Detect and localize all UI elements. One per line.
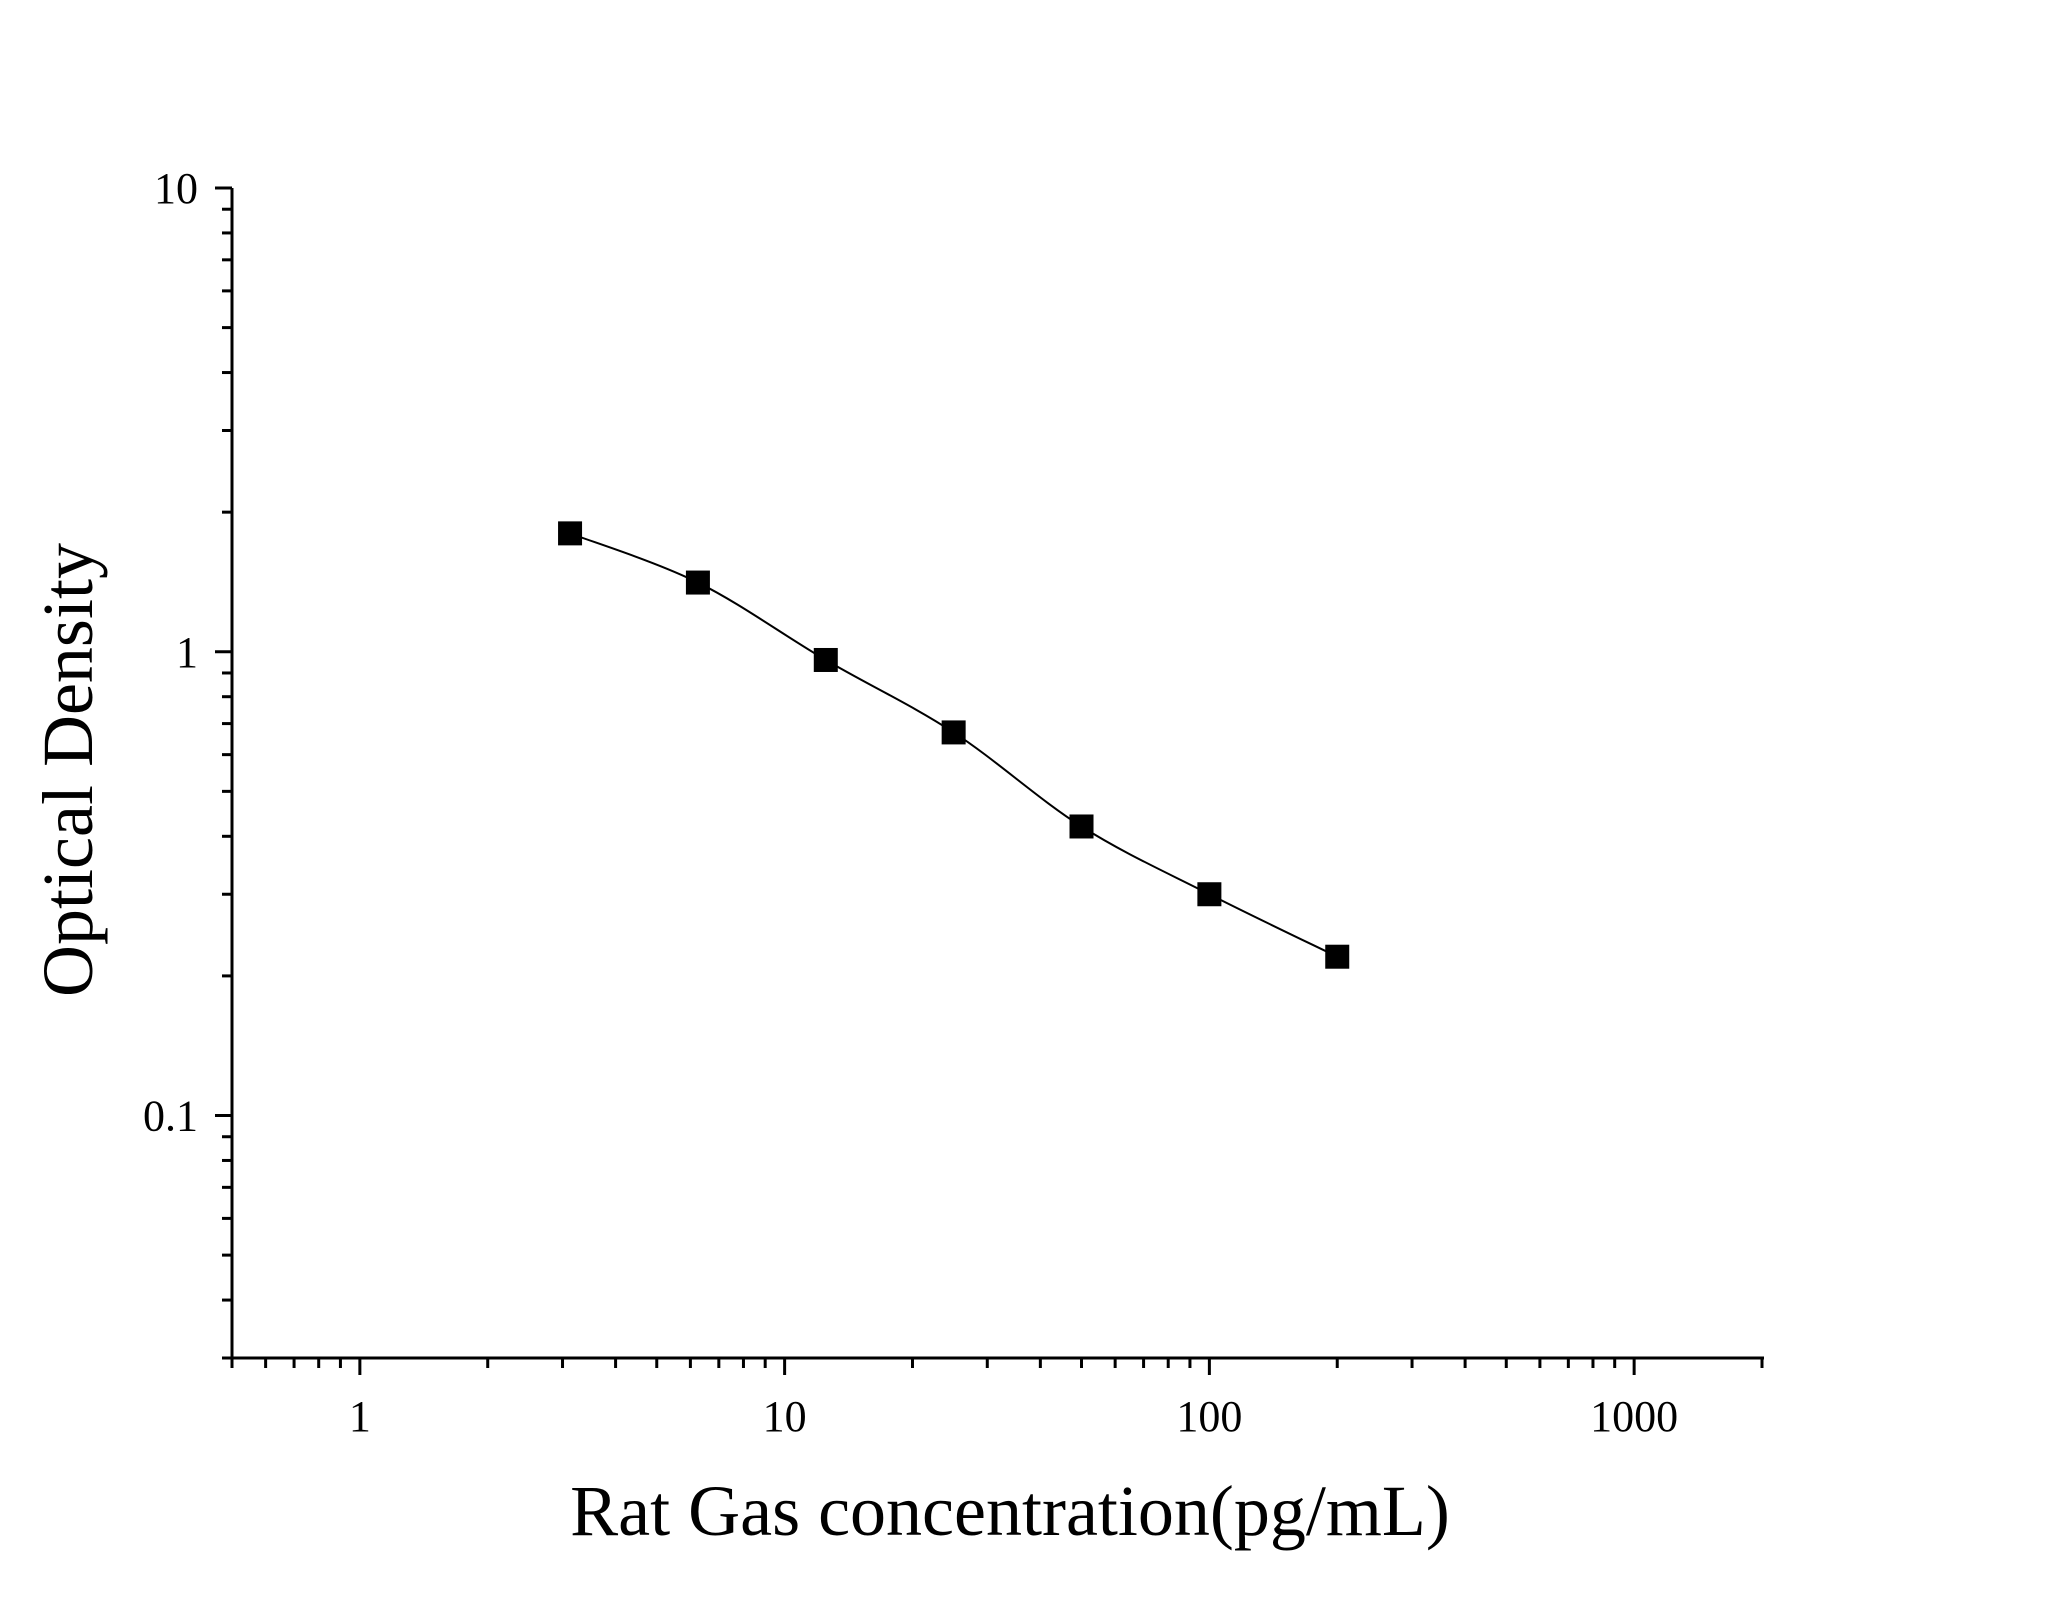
axes (230, 188, 1764, 1360)
x-tick-label: 1000 (1590, 1392, 1678, 1441)
y-tick-label: 1 (176, 628, 198, 677)
data-point (1069, 814, 1094, 839)
x-axis-ticks: 1 10 100 1000 (230, 1358, 1764, 1441)
fit-curve-layer (569, 532, 1338, 958)
x-tick-label: 10 (763, 1392, 807, 1441)
x-axis-title: Rat Gas concentration(pg/mL) (570, 1471, 1450, 1551)
x-tick-label: 100 (1176, 1392, 1242, 1441)
data-point (1325, 944, 1350, 969)
data-point (941, 720, 966, 745)
data-points (558, 521, 1350, 969)
y-tick-label: 10 (154, 164, 198, 213)
x-tick-label: 1 (349, 1392, 371, 1441)
data-point (558, 521, 583, 546)
y-tick-label: 0.1 (143, 1092, 198, 1141)
y-axis-title: Optical Density (28, 543, 108, 997)
data-point (813, 647, 838, 672)
fit-curve (569, 532, 1338, 958)
y-axis-ticks: 0.1 1 10 (143, 164, 232, 1360)
data-point (685, 570, 710, 595)
data-point (1197, 882, 1222, 907)
